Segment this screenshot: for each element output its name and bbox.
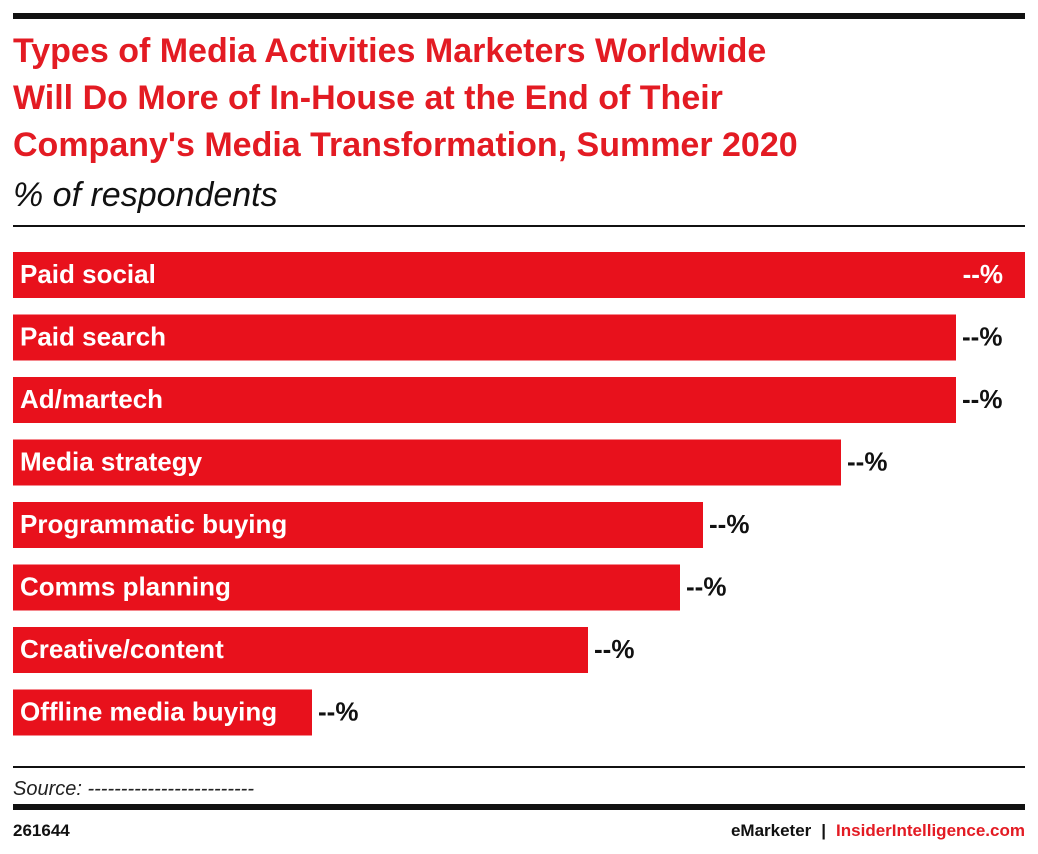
value-label: --% (847, 446, 887, 476)
value-label: --% (709, 509, 749, 539)
category-label: Creative/content (20, 634, 224, 664)
value-label: --% (962, 321, 1002, 351)
bar (13, 314, 956, 361)
value-label: --% (686, 571, 726, 601)
site: InsiderIntelligence.com (836, 821, 1025, 840)
separator: | (821, 821, 826, 840)
subtitle: % of respondents (13, 176, 278, 214)
bar (13, 627, 588, 673)
bar (13, 502, 703, 548)
bar (13, 689, 312, 736)
category-label: Media strategy (20, 446, 203, 476)
category-label: Comms planning (20, 571, 231, 601)
value-label: --% (962, 384, 1002, 414)
category-label: Paid social (20, 259, 156, 289)
chart-title: Will Do More of In-House at the End of T… (13, 79, 723, 117)
category-label: Paid search (20, 321, 166, 351)
source: Source: ------------------------- (13, 778, 254, 800)
brand: eMarketer (731, 821, 812, 840)
value-label: --% (594, 634, 634, 664)
plot: Paid social --% Paid search --% Ad/martech --… (13, 252, 1025, 736)
bar (13, 252, 1025, 298)
chart-id: 261644 (13, 821, 70, 840)
rule (13, 225, 1025, 227)
value-label: --% (318, 696, 358, 726)
category-label: Ad/martech (20, 384, 163, 414)
value-label: --% (963, 259, 1003, 289)
chart-title: Types of Media Activities Marketers Worl… (13, 32, 766, 70)
top-rule (13, 13, 1025, 19)
rule (13, 766, 1025, 768)
bottom-rule (13, 804, 1025, 810)
category-label: Offline media buying (20, 696, 277, 726)
credit: eMarketer | InsiderIntelligence.com (731, 821, 1025, 840)
bar (13, 564, 680, 611)
bar (13, 439, 841, 486)
bar (13, 377, 956, 423)
chart-title: Company's Media Transformation, Summer 2… (13, 126, 798, 164)
category-label: Programmatic buying (20, 509, 287, 539)
